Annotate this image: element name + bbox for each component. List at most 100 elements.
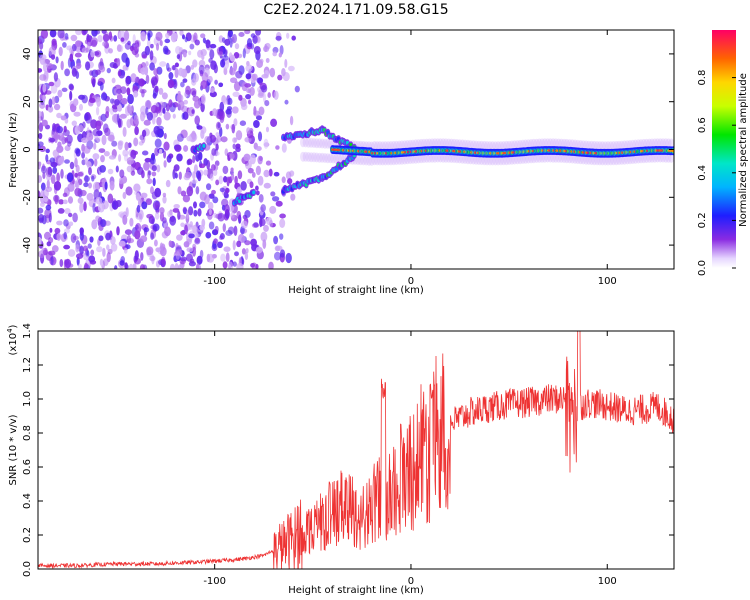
spectrogram-cell bbox=[105, 232, 111, 241]
spectrogram-cell bbox=[75, 182, 80, 189]
spectrogram-cell bbox=[566, 153, 573, 164]
spectrogram-cell bbox=[616, 140, 622, 151]
spectrogram-cell bbox=[265, 58, 270, 63]
spectrogram-cell bbox=[536, 152, 543, 163]
spectrogram-cell bbox=[143, 227, 150, 233]
y-tick-label: 0.0 bbox=[22, 561, 33, 577]
spectrogram-cell bbox=[102, 41, 106, 47]
spectrogram-cell bbox=[42, 249, 48, 256]
spectrogram-cell bbox=[247, 167, 254, 174]
spectrogram-cell bbox=[93, 189, 100, 200]
spectrogram-cell bbox=[110, 236, 116, 245]
spectrogram-cell bbox=[200, 129, 205, 140]
spectrogram-cell bbox=[154, 138, 162, 148]
y-tick-label: 1.4 bbox=[22, 323, 33, 339]
spectrogram-cell bbox=[250, 43, 255, 50]
spectrogram-cell bbox=[116, 226, 120, 236]
spectrogram-cell bbox=[657, 152, 664, 163]
spectrogram-cell bbox=[264, 99, 270, 107]
spectrogram-cell bbox=[169, 263, 176, 269]
spectrogram-cell bbox=[281, 176, 286, 184]
spectrogram-cell bbox=[577, 140, 584, 150]
spectrogram-cell bbox=[182, 207, 188, 215]
colorbar-tick-label: 0.2 bbox=[697, 212, 708, 228]
spectrogram-cell bbox=[629, 154, 636, 165]
spectrogram-cell bbox=[48, 212, 52, 223]
spectrogram-cell bbox=[224, 187, 230, 194]
colorbar-label: Normalized spectral amplitude bbox=[738, 73, 749, 227]
spectrogram-cell bbox=[223, 246, 231, 252]
spectrogram-cell bbox=[547, 138, 554, 149]
spectrogram-cell bbox=[205, 183, 212, 191]
spectrogram-cell bbox=[201, 218, 206, 228]
spectrogram-cell bbox=[279, 213, 286, 219]
spectrogram-cell bbox=[126, 87, 131, 96]
spectrogram-cell bbox=[62, 42, 67, 48]
spectrogram-cell bbox=[251, 73, 258, 81]
spectrogram-cell bbox=[232, 33, 237, 44]
spectrogram-cell bbox=[216, 46, 224, 55]
spectrogram-cell bbox=[235, 146, 241, 153]
spectrogram-cell bbox=[99, 81, 104, 91]
spectrogram-cell bbox=[646, 152, 653, 163]
spectrogram-cell bbox=[300, 151, 306, 162]
spectrogram-cell bbox=[83, 201, 87, 212]
spectrogram-cell bbox=[478, 140, 485, 151]
spectrogram-cell bbox=[467, 154, 474, 165]
spectrogram-cell bbox=[204, 135, 211, 144]
spectrogram-cell bbox=[500, 141, 507, 151]
spectrogram-cell bbox=[539, 152, 546, 163]
spectrogram-cell bbox=[40, 30, 49, 39]
snr-scale-end: ) bbox=[8, 324, 19, 328]
spectrogram-cell bbox=[50, 84, 58, 94]
spectrogram-cell bbox=[81, 159, 86, 166]
spectrogram-cell bbox=[74, 187, 82, 197]
spectrogram-cell bbox=[574, 139, 581, 150]
spectrogram-cell bbox=[38, 207, 44, 214]
spectrogram-cell bbox=[237, 170, 243, 180]
spectrogram-cell bbox=[60, 155, 65, 163]
spectrogram-cell bbox=[431, 152, 438, 163]
spectrogram-cell bbox=[574, 154, 581, 165]
spectrogram-cell bbox=[473, 140, 480, 151]
y-tick-label: 0 bbox=[22, 146, 33, 152]
spectrogram-cell bbox=[253, 106, 257, 116]
spectrogram-cell bbox=[140, 111, 145, 122]
spectrogram-cell bbox=[68, 83, 74, 90]
spectrogram-cell bbox=[102, 33, 110, 43]
spectrogram-cell bbox=[591, 140, 598, 151]
spectrogram-cell bbox=[539, 138, 546, 149]
spectrogram-cell bbox=[111, 77, 116, 84]
spectrogram-cell bbox=[212, 196, 219, 204]
spectrogram-cell bbox=[657, 138, 664, 149]
spectrogram-cell bbox=[163, 111, 171, 121]
spectrogram-cell bbox=[144, 99, 152, 110]
spectrogram-cell bbox=[57, 207, 65, 214]
spectrogram-cell bbox=[258, 193, 264, 203]
spectrogram-cell bbox=[95, 120, 102, 131]
spectrogram-cell bbox=[445, 152, 452, 163]
spectrogram-cell bbox=[201, 94, 206, 105]
spectrogram-cell bbox=[133, 90, 139, 98]
spectrogram-cell bbox=[194, 115, 200, 125]
spectrogram-cell bbox=[81, 94, 88, 104]
spectrogram-cell bbox=[440, 138, 447, 149]
spectrogram-cell bbox=[591, 155, 598, 166]
spectrogram-cell bbox=[67, 249, 76, 257]
spectrogram-cell bbox=[284, 99, 289, 105]
spectrogram-cell bbox=[231, 123, 236, 134]
spectrogram-cell bbox=[445, 138, 452, 149]
spectrogram-cell bbox=[263, 138, 269, 149]
spectrogram-cell bbox=[73, 111, 81, 117]
spectrogram-cell bbox=[607, 155, 614, 166]
spectrogram-cell bbox=[57, 30, 65, 39]
spectrogram-cell bbox=[211, 148, 217, 156]
spectrogram-cell bbox=[152, 177, 156, 187]
spectrogram-cell bbox=[376, 141, 383, 152]
spectrogram-cell bbox=[239, 120, 247, 127]
spectrogram-cell bbox=[45, 154, 49, 162]
spectrogram-cell bbox=[38, 190, 41, 199]
spectrogram-cell bbox=[390, 140, 397, 151]
spectrogram-cell bbox=[45, 204, 52, 211]
spectrogram-cell bbox=[91, 219, 98, 230]
